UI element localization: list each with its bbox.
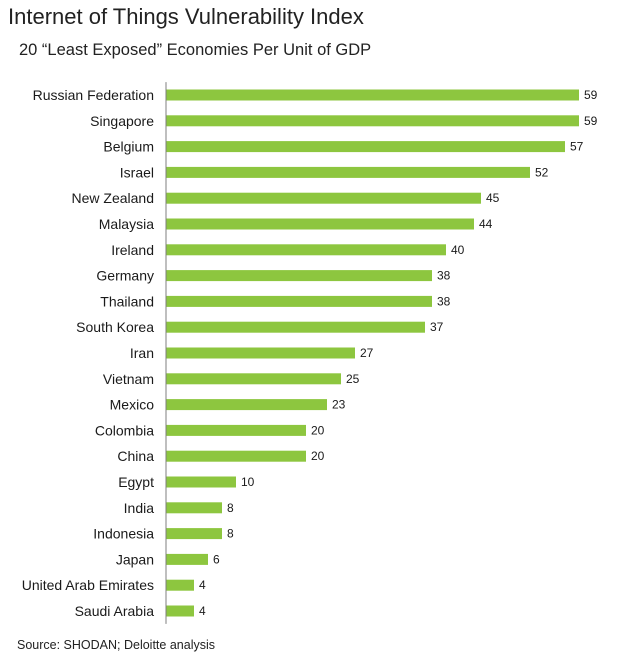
category-label: Indonesia <box>93 526 154 542</box>
value-label: 8 <box>227 527 234 541</box>
category-label: Belgium <box>103 139 154 155</box>
category-label: China <box>117 448 154 464</box>
category-label: India <box>124 500 155 516</box>
bar <box>166 321 425 333</box>
value-label: 10 <box>241 475 255 489</box>
bar <box>166 373 341 385</box>
bar <box>166 115 579 127</box>
category-label: Thailand <box>100 293 154 309</box>
value-label: 52 <box>535 165 549 179</box>
category-label: Ireland <box>111 242 154 258</box>
bar <box>166 450 306 462</box>
value-label: 4 <box>199 578 206 592</box>
value-label: 6 <box>213 552 220 566</box>
category-label: United Arab Emirates <box>22 577 154 593</box>
bar <box>166 89 579 101</box>
bar <box>166 295 432 307</box>
value-label: 57 <box>570 140 584 154</box>
value-label: 8 <box>227 501 234 515</box>
value-label: 23 <box>332 398 346 412</box>
bar <box>166 605 194 617</box>
bar <box>166 166 530 178</box>
category-label: Singapore <box>90 113 154 129</box>
bar <box>166 270 432 282</box>
value-label: 25 <box>346 372 360 386</box>
value-label: 44 <box>479 217 493 231</box>
category-label: Saudi Arabia <box>75 603 155 619</box>
value-label: 27 <box>360 346 374 360</box>
category-label: Russian Federation <box>33 87 154 103</box>
bar <box>166 141 565 153</box>
bar <box>166 553 208 565</box>
bar <box>166 244 446 256</box>
value-label: 59 <box>584 114 598 128</box>
value-label: 59 <box>584 88 598 102</box>
value-label: 20 <box>311 423 325 437</box>
bar <box>166 579 194 591</box>
category-label: New Zealand <box>72 190 155 206</box>
category-label: Israel <box>120 164 154 180</box>
category-label: South Korea <box>76 319 154 335</box>
chart-title: Internet of Things Vulnerability Index <box>8 4 364 29</box>
bar <box>166 424 306 436</box>
value-label: 4 <box>199 604 206 618</box>
bar <box>166 502 222 514</box>
category-label: Mexico <box>110 397 155 413</box>
value-label: 20 <box>311 449 325 463</box>
value-label: 37 <box>430 320 444 334</box>
bar <box>166 476 236 488</box>
value-label: 45 <box>486 191 500 205</box>
category-label: Germany <box>96 268 154 284</box>
category-label: Egypt <box>118 474 154 490</box>
value-label: 40 <box>451 243 465 257</box>
category-label: Vietnam <box>103 371 154 387</box>
bar <box>166 347 355 359</box>
category-label: Malaysia <box>99 216 154 232</box>
category-label: Japan <box>116 551 154 567</box>
value-label: 38 <box>437 269 451 283</box>
bar <box>166 528 222 540</box>
bar <box>166 399 327 411</box>
bar <box>166 218 474 230</box>
value-label: 38 <box>437 294 451 308</box>
chart-subtitle: 20 “Least Exposed” Economies Per Unit of… <box>19 41 372 59</box>
category-label: Iran <box>130 345 154 361</box>
category-label: Colombia <box>95 422 154 438</box>
bar <box>166 192 481 204</box>
source-note: Source: SHODAN; Deloitte analysis <box>17 638 215 652</box>
